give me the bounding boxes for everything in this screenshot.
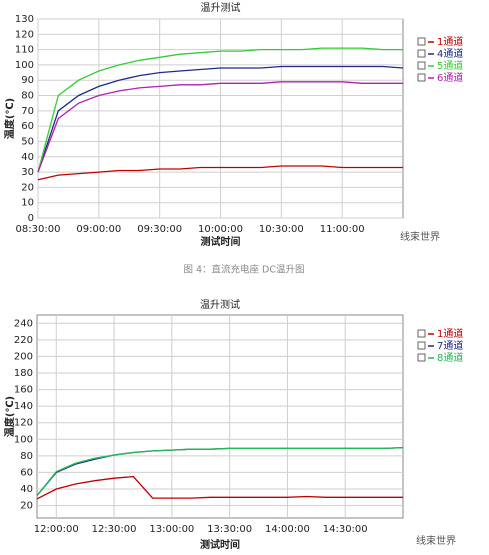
y-tick-label: 130: [15, 14, 34, 25]
watermark: 线束世界: [400, 230, 440, 243]
legend-checkbox: [417, 341, 426, 350]
legend-checkbox: [417, 37, 426, 46]
legend-checkbox: [417, 49, 426, 58]
x-axis-label: 测试时间: [200, 538, 240, 551]
x-tick-label: 14:30:00: [323, 524, 368, 535]
y-tick-label: 80: [21, 91, 34, 102]
caption: 图 4：直流充电座 DC温升图: [183, 264, 304, 276]
series-line: [37, 81, 403, 173]
series-line: [37, 47, 403, 173]
y-tick-label: 70: [21, 106, 34, 117]
chart-title: 温升测试: [201, 1, 241, 14]
x-tick-label: 13:30:00: [207, 524, 252, 535]
legend-checkbox: [417, 329, 426, 338]
y-tick-label: 0: [28, 213, 34, 224]
y-tick-label: 20: [21, 182, 34, 193]
x-tick-label: 12:00:00: [34, 524, 79, 535]
series-line: [36, 446, 404, 497]
x-axis-label: 测试时间: [201, 235, 241, 248]
series-line: [36, 475, 403, 500]
y-tick-label: 220: [14, 335, 33, 346]
series-line: [37, 165, 403, 181]
legend-checkbox: [417, 73, 426, 82]
y-tick-label: 140: [14, 401, 33, 412]
y-tick-label: 60: [21, 121, 34, 132]
y-tick-label: 120: [14, 418, 33, 429]
y-tick-label: 90: [21, 75, 34, 86]
legend-label: 1通道: [437, 327, 463, 340]
legend-checkbox: [417, 61, 426, 70]
x-tick-label: 09:30:00: [137, 224, 182, 235]
y-tick-label: 160: [14, 385, 33, 396]
y-tick-label: 30: [21, 167, 34, 178]
y-tick-label: 240: [14, 318, 33, 329]
x-tick-label: 08:30:00: [16, 224, 61, 235]
x-tick-label: 09:00:00: [76, 224, 121, 235]
y-tick-label: 110: [15, 45, 34, 56]
x-tick-label: 12:30:00: [92, 524, 137, 535]
y-tick-label: 100: [15, 60, 34, 71]
legend-label: 7通道: [437, 339, 463, 352]
legend-checkbox: [417, 353, 426, 362]
y-tick-label: 50: [21, 136, 34, 147]
y-tick-label: 180: [14, 368, 33, 379]
y-axis-label: 温度(℃): [3, 98, 16, 139]
chart-title: 温升测试: [200, 298, 240, 311]
x-tick-label: 10:30:00: [259, 224, 304, 235]
x-tick-label: 11:00:00: [320, 224, 365, 235]
legend-label: 8通道: [437, 351, 463, 364]
x-tick-label: 14:00:00: [265, 524, 310, 535]
watermark: 线束世界: [416, 534, 456, 547]
y-tick-label: 40: [21, 152, 34, 163]
y-tick-label: 10: [21, 198, 34, 209]
y-tick-label: 20: [20, 501, 33, 512]
legend-label: 5通道: [437, 59, 463, 72]
x-tick-label: 10:00:00: [198, 224, 243, 235]
y-axis-label: 温度(℃): [3, 396, 16, 437]
y-tick-label: 80: [20, 451, 33, 462]
series-line: [37, 65, 404, 173]
y-tick-label: 60: [20, 467, 33, 478]
y-tick-label: 200: [14, 351, 33, 362]
legend-label: 6通道: [437, 71, 463, 84]
y-tick-label: 100: [14, 434, 33, 445]
legend-label: 1通道: [437, 35, 463, 48]
plot-area: [36, 314, 404, 519]
x-tick-label: 13:00:00: [149, 524, 194, 535]
y-tick-label: 120: [15, 29, 34, 40]
legend-label: 4通道: [437, 47, 463, 60]
y-tick-label: 40: [20, 484, 33, 495]
